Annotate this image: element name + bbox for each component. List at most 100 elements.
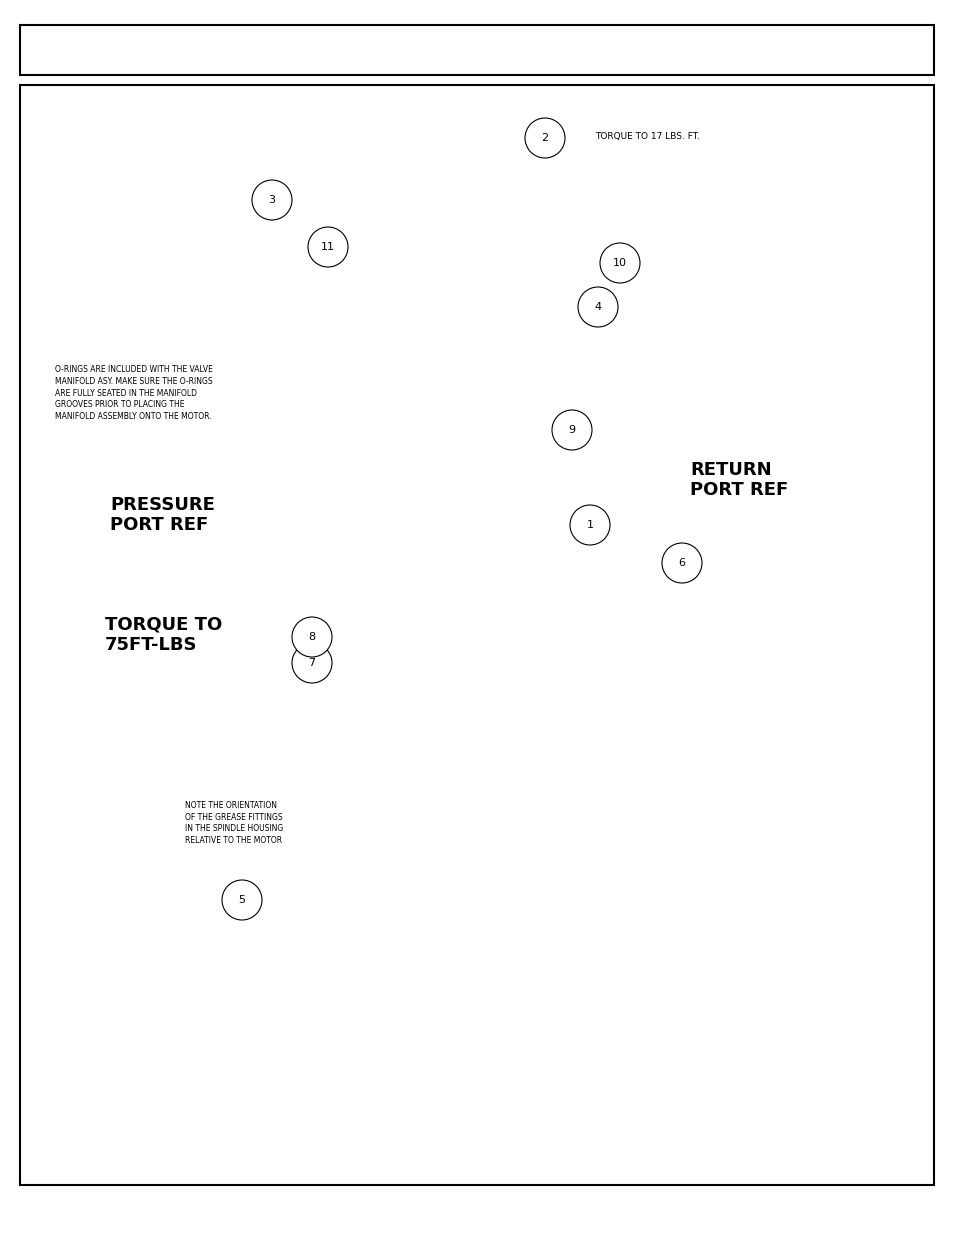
Circle shape bbox=[552, 410, 592, 450]
Circle shape bbox=[672, 532, 682, 542]
Bar bbox=[20, 25, 933, 75]
Circle shape bbox=[661, 543, 701, 583]
Text: O-RINGS ARE INCLUDED WITH THE VALVE
MANIFOLD ASY. MAKE SURE THE O-RINGS
ARE FULL: O-RINGS ARE INCLUDED WITH THE VALVE MANI… bbox=[55, 364, 213, 421]
Circle shape bbox=[649, 478, 659, 488]
Text: 11: 11 bbox=[320, 242, 335, 252]
Text: 7: 7 bbox=[308, 658, 315, 668]
Bar bbox=[379, 125, 390, 135]
Text: 8: 8 bbox=[308, 632, 315, 642]
Circle shape bbox=[542, 531, 566, 555]
Polygon shape bbox=[317, 253, 631, 300]
Polygon shape bbox=[260, 483, 314, 527]
Text: ó: ó bbox=[443, 778, 450, 788]
Circle shape bbox=[375, 784, 388, 797]
Circle shape bbox=[313, 798, 331, 816]
Text: 1: 1 bbox=[586, 520, 593, 530]
Circle shape bbox=[542, 501, 566, 525]
Text: 9: 9 bbox=[568, 425, 575, 435]
Polygon shape bbox=[761, 536, 800, 547]
Bar bbox=[20, 85, 933, 1186]
Polygon shape bbox=[361, 373, 572, 583]
Circle shape bbox=[567, 600, 581, 614]
Text: 6: 6 bbox=[678, 558, 685, 568]
Circle shape bbox=[360, 622, 375, 637]
Circle shape bbox=[433, 904, 510, 982]
Circle shape bbox=[613, 798, 630, 816]
Polygon shape bbox=[288, 373, 638, 420]
Circle shape bbox=[578, 287, 618, 327]
Circle shape bbox=[583, 725, 603, 746]
Circle shape bbox=[716, 510, 727, 522]
Text: 2: 2 bbox=[541, 133, 548, 143]
Bar bbox=[377, 776, 386, 785]
Bar bbox=[479, 115, 490, 125]
Circle shape bbox=[524, 119, 564, 158]
Circle shape bbox=[274, 492, 302, 519]
Polygon shape bbox=[637, 718, 677, 767]
Polygon shape bbox=[379, 135, 390, 207]
Text: 5: 5 bbox=[238, 895, 245, 905]
Polygon shape bbox=[429, 135, 440, 207]
Circle shape bbox=[414, 699, 530, 815]
Circle shape bbox=[431, 126, 438, 133]
Polygon shape bbox=[479, 125, 490, 203]
Circle shape bbox=[524, 116, 531, 124]
Polygon shape bbox=[522, 125, 533, 203]
Circle shape bbox=[583, 968, 603, 989]
Circle shape bbox=[443, 450, 499, 505]
Circle shape bbox=[459, 517, 483, 542]
Polygon shape bbox=[341, 583, 599, 653]
Text: 10: 10 bbox=[613, 258, 626, 268]
Circle shape bbox=[613, 674, 630, 692]
Text: NOTE THE ORIENTATION
OF THE GREASE FITTINGS
IN THE SPINDLE HOUSING
RELATIVE TO T: NOTE THE ORIENTATION OF THE GREASE FITTI… bbox=[185, 800, 283, 845]
Polygon shape bbox=[267, 663, 677, 769]
Circle shape bbox=[567, 622, 581, 637]
Circle shape bbox=[340, 968, 360, 989]
Circle shape bbox=[222, 881, 262, 920]
Circle shape bbox=[449, 337, 460, 350]
Circle shape bbox=[461, 1019, 481, 1039]
Circle shape bbox=[394, 301, 406, 312]
Circle shape bbox=[252, 180, 292, 220]
Circle shape bbox=[416, 888, 526, 998]
Circle shape bbox=[454, 459, 490, 495]
Circle shape bbox=[464, 522, 478, 537]
Text: TORQUE TO 17 LBS. FT.: TORQUE TO 17 LBS. FT. bbox=[595, 132, 700, 142]
Circle shape bbox=[760, 536, 771, 548]
Polygon shape bbox=[267, 718, 307, 767]
Circle shape bbox=[412, 552, 428, 568]
Circle shape bbox=[335, 361, 359, 385]
Circle shape bbox=[672, 488, 682, 498]
Bar bbox=[307, 718, 637, 827]
Circle shape bbox=[430, 715, 514, 799]
Bar bbox=[430, 125, 439, 135]
Text: TORQUE TO
75FT-LBS: TORQUE TO 75FT-LBS bbox=[105, 615, 222, 655]
Polygon shape bbox=[430, 583, 510, 650]
Polygon shape bbox=[561, 253, 631, 408]
Circle shape bbox=[649, 525, 659, 535]
Circle shape bbox=[461, 676, 481, 695]
Circle shape bbox=[537, 389, 553, 405]
Circle shape bbox=[740, 522, 751, 535]
Polygon shape bbox=[784, 548, 822, 559]
Circle shape bbox=[399, 685, 543, 829]
Polygon shape bbox=[416, 857, 526, 944]
Circle shape bbox=[274, 659, 669, 1055]
Polygon shape bbox=[317, 253, 561, 359]
Polygon shape bbox=[741, 522, 780, 534]
Text: 4: 4 bbox=[594, 303, 601, 312]
Polygon shape bbox=[718, 510, 755, 521]
Polygon shape bbox=[419, 948, 523, 1044]
Circle shape bbox=[308, 227, 348, 267]
Text: 3: 3 bbox=[268, 195, 275, 205]
Circle shape bbox=[381, 126, 388, 133]
Circle shape bbox=[349, 757, 360, 769]
Circle shape bbox=[498, 270, 511, 283]
Circle shape bbox=[412, 389, 428, 405]
Circle shape bbox=[481, 116, 488, 124]
Circle shape bbox=[569, 505, 609, 545]
Circle shape bbox=[634, 847, 654, 867]
Circle shape bbox=[782, 548, 794, 559]
Circle shape bbox=[313, 674, 331, 692]
Circle shape bbox=[443, 729, 499, 785]
